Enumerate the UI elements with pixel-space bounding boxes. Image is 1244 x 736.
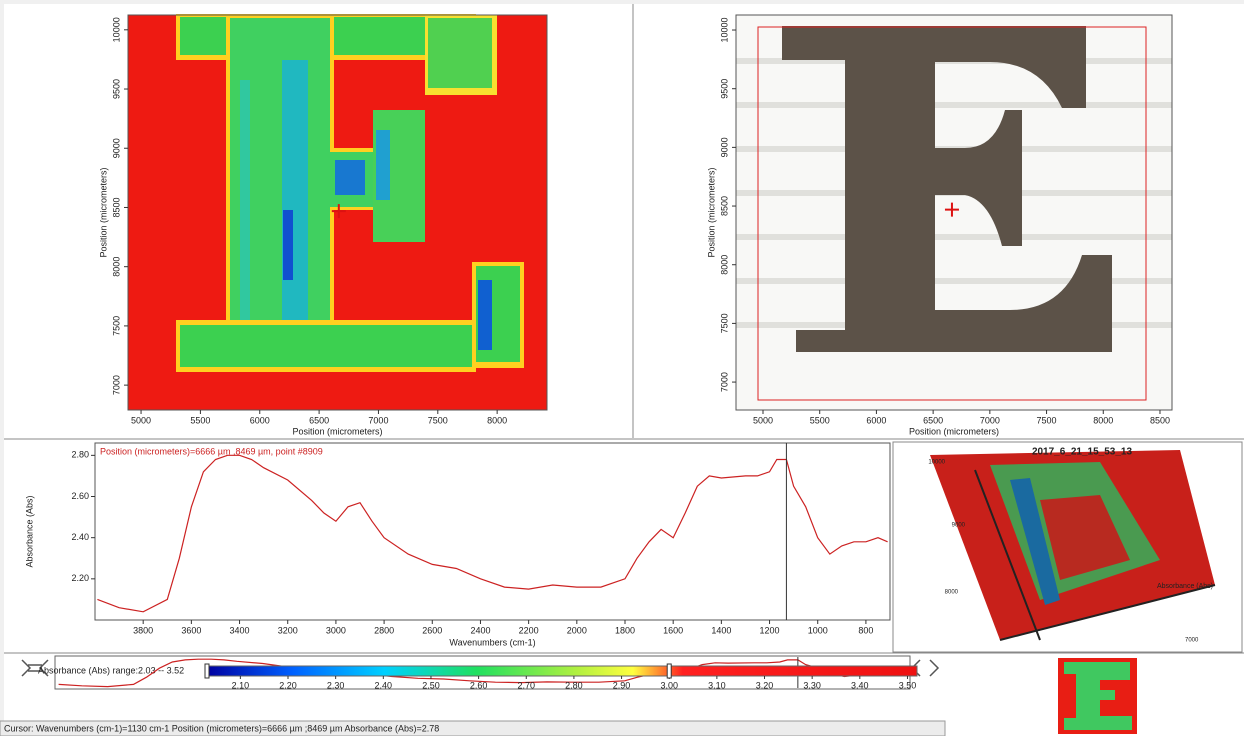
y-axis-label: Absorbance (Abs) (24, 495, 34, 567)
colorbar-slider[interactable] (205, 664, 209, 678)
x-tick-label: 7000 (368, 415, 388, 425)
x-tick-label: 6500 (309, 415, 329, 425)
y-tick-label: 10000 (111, 17, 121, 42)
x-tick-label: 7000 (980, 415, 1000, 425)
thumbnail (1058, 658, 1137, 734)
x-tick-label: 5500 (190, 415, 210, 425)
x-tick-label: 1200 (760, 625, 780, 635)
colorbar-tick-label: 3.50 (899, 680, 917, 690)
y-tick-label: 2.80 (71, 450, 89, 460)
status-text: Cursor: Wavenumbers (cm-1)=1130 cm-1 Pos… (4, 723, 439, 733)
x-tick-label: 2200 (519, 625, 539, 635)
x-tick-label: 1800 (615, 625, 635, 635)
x-tick-label: 7500 (1037, 415, 1057, 425)
y-tick-label: 2.40 (71, 532, 89, 542)
y-tick-label: 7000 (111, 375, 121, 395)
y-axis-label: Position (micrometers) (706, 167, 716, 257)
colorbar-slider[interactable] (667, 664, 671, 678)
surface-plot (893, 442, 1242, 652)
y-tick-label: 9500 (719, 79, 729, 99)
x-tick-label: 3200 (278, 625, 298, 635)
spectrum-title: Position (micrometers)=6666 µm ,8469 µm,… (100, 446, 323, 456)
surface-tick: 10000 (928, 460, 945, 466)
colorbar-tick-label: 2.40 (375, 680, 393, 690)
y-tick-label: 7500 (111, 316, 121, 336)
x-tick-label: 3400 (230, 625, 250, 635)
app-window: Cursor: Wavenumbers (cm-1)=1130 cm-1 Pos… (0, 0, 1244, 736)
x-tick-label: 6000 (866, 415, 886, 425)
x-tick-label: 3000 (326, 625, 346, 635)
y-tick-label: 8000 (719, 255, 729, 275)
colorbar-tick-label: 3.00 (660, 680, 678, 690)
x-tick-label: 6500 (923, 415, 943, 425)
surface-tick: 8000 (945, 590, 959, 596)
colorbar-tick-label: 2.50 (422, 680, 440, 690)
x-tick-label: 8500 (1150, 415, 1170, 425)
x-tick-label: 8000 (487, 415, 507, 425)
colorbar-tick-label: 2.80 (565, 680, 583, 690)
colorbar-tick-label: 2.20 (279, 680, 297, 690)
y-tick-label: 8500 (719, 196, 729, 216)
colorbar-tick-label: 2.30 (327, 680, 345, 690)
colorbar-tick-label: 3.40 (851, 680, 869, 690)
x-tick-label: 2600 (422, 625, 442, 635)
colorbar-tick-label: 2.90 (613, 680, 631, 690)
y-tick-label: 8000 (111, 257, 121, 277)
x-tick-label: 2800 (374, 625, 394, 635)
x-tick-label: 3600 (181, 625, 201, 635)
x-tick-label: 800 (858, 625, 873, 635)
x-tick-label: 3800 (133, 625, 153, 635)
surface-tick: 7000 (1185, 638, 1199, 644)
colorbar-tick-label: 3.20 (756, 680, 774, 690)
x-tick-label: 1600 (663, 625, 683, 635)
x-tick-label: 8000 (1093, 415, 1113, 425)
y-tick-label: 9500 (111, 79, 121, 99)
colorbar-tick-label: 3.30 (803, 680, 821, 690)
surface-axis-label: Absorbance (Abs) (1157, 583, 1213, 590)
sample-photo (736, 15, 1172, 410)
colorbar-tick-label: 2.60 (470, 680, 488, 690)
surface-title: 2017_6_21_15_53_13 (1032, 447, 1133, 458)
x-tick-label: 2000 (567, 625, 587, 635)
y-axis-label: Position (micrometers) (98, 167, 108, 257)
x-tick-label: 6000 (250, 415, 270, 425)
x-axis-label: Position (micrometers) (909, 426, 999, 436)
x-tick-label: 1400 (711, 625, 731, 635)
y-tick-label: 2.20 (71, 573, 89, 583)
surface-tick: 9000 (952, 523, 966, 529)
colorbar (207, 666, 917, 676)
y-tick-label: 7500 (719, 313, 729, 333)
y-tick-label: 9000 (719, 137, 729, 157)
x-axis-label: Wavenumbers (cm-1) (449, 637, 535, 647)
x-tick-label: 5000 (131, 415, 151, 425)
y-tick-label: 8500 (111, 197, 121, 217)
colorbar-tick-label: 2.10 (232, 680, 250, 690)
y-tick-label: 2.60 (71, 491, 89, 501)
colorbar-tick-label: 2.70 (517, 680, 535, 690)
colorbar-tick-label: 3.10 (708, 680, 726, 690)
x-tick-label: 5000 (753, 415, 773, 425)
x-tick-label: 1000 (808, 625, 828, 635)
y-tick-label: 7000 (719, 372, 729, 392)
y-tick-label: 10000 (719, 18, 729, 43)
y-tick-label: 9000 (111, 138, 121, 158)
x-tick-label: 5500 (810, 415, 830, 425)
x-tick-label: 7500 (428, 415, 448, 425)
x-axis-label: Position (micrometers) (292, 426, 382, 436)
x-tick-label: 2400 (470, 625, 490, 635)
